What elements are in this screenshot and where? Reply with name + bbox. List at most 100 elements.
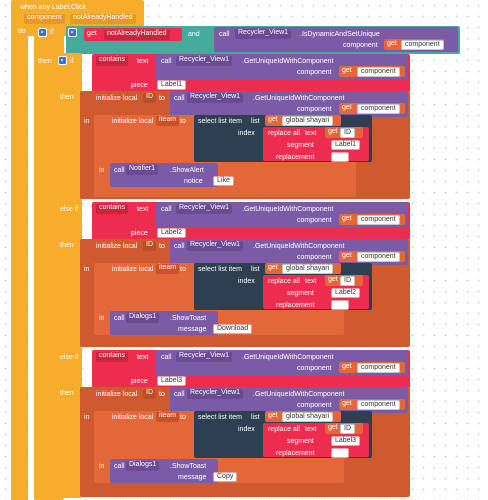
- global-shayari-dropdown-2[interactable]: global shayari: [282, 412, 334, 422]
- component-var-dropdown-0[interactable]: component: [357, 67, 400, 77]
- text-label-2: text: [137, 354, 149, 361]
- action-arg-label-2: message: [178, 474, 207, 481]
- init-local-label-1: initialize local: [96, 243, 138, 250]
- and-label: and: [188, 31, 200, 38]
- arg-component-label: component: [343, 42, 378, 49]
- contains-dropdown-1[interactable]: contains: [96, 204, 129, 214]
- piece-string-2[interactable]: Label3: [157, 376, 187, 386]
- list-label-0: list: [251, 118, 260, 125]
- segment-string-2[interactable]: Label3: [331, 436, 361, 446]
- contains-dropdown-2[interactable]: contains: [96, 352, 129, 362]
- segment-label-1: segment: [287, 290, 314, 297]
- id-var-dropdown-1[interactable]: ID: [340, 276, 355, 286]
- component2-var-dropdown-2[interactable]: component: [357, 400, 400, 410]
- id-name-field-0[interactable]: ID: [143, 93, 156, 103]
- get-label: get: [87, 30, 97, 37]
- action-value-string-0[interactable]: Like: [213, 176, 234, 186]
- action-component-dropdown-1[interactable]: Dialogs1: [126, 313, 160, 323]
- in2-label-0: in: [99, 167, 105, 174]
- call-label: call: [219, 31, 230, 38]
- component-var-dropdown-1[interactable]: component: [357, 215, 400, 225]
- get-label-f0: get: [328, 128, 338, 135]
- getunique2-method-2: .GetUniqueIdWithComponent: [253, 391, 345, 398]
- in-label-0: in: [84, 118, 90, 125]
- component-var-dropdown-2[interactable]: component: [357, 363, 400, 373]
- iteam-name-field-2[interactable]: iteam: [156, 412, 180, 422]
- id-name-field-1[interactable]: ID: [143, 241, 156, 251]
- component-dropdown-recycler[interactable]: Recycler_View1: [235, 29, 292, 39]
- var-component-dropdown[interactable]: component: [401, 40, 444, 50]
- replacement-label-2: replacement: [276, 450, 315, 457]
- action-arg-label-0: notice: [184, 178, 203, 185]
- iteam-name-field-1[interactable]: iteam: [156, 264, 180, 274]
- get-label-d0: get: [342, 104, 352, 111]
- event-block-body-bar: [11, 30, 28, 500]
- get-label-c1: get: [342, 215, 352, 222]
- component2-var-dropdown-0[interactable]: component: [357, 104, 400, 114]
- get-label-c0: get: [342, 67, 352, 74]
- global-shayari-dropdown-0[interactable]: global shayari: [282, 116, 334, 126]
- iteam-name-field-0[interactable]: iteam: [156, 116, 180, 126]
- to2-label-0: to: [180, 118, 186, 125]
- select-list-label-1: select list item: [198, 266, 242, 273]
- id-name-field-2[interactable]: ID: [143, 389, 156, 399]
- getunique2-method-0: .GetUniqueIdWithComponent: [253, 95, 345, 102]
- contains-dropdown-0[interactable]: contains: [96, 56, 129, 66]
- action-method-1: .ShowToast: [170, 315, 207, 322]
- action-component-dropdown-2[interactable]: Dialogs1: [126, 461, 160, 471]
- call2-label-0: call: [174, 95, 185, 102]
- action-component-dropdown-0[interactable]: Notifier1: [126, 165, 159, 175]
- replacement-string-1[interactable]: [331, 300, 349, 310]
- to-label-1: to: [159, 243, 165, 250]
- and-mutator-gear-icon[interactable]: [68, 28, 77, 37]
- var-notalreadyhandled-dropdown[interactable]: notAlreadyHandled: [104, 30, 170, 40]
- replace-all-label-1: replace all: [268, 278, 300, 285]
- event-title: when any Label.Click: [20, 4, 87, 11]
- action-arg-label-1: message: [178, 326, 207, 333]
- init-local-label-2: initialize local: [96, 391, 138, 398]
- recycler-dropdown-1[interactable]: Recycler_View1: [176, 204, 233, 214]
- replacement-string-0[interactable]: [331, 152, 349, 162]
- recycler-dropdown-0[interactable]: Recycler_View1: [176, 56, 233, 66]
- init-local2-label-1: initialize local: [112, 266, 154, 273]
- id-var-dropdown-2[interactable]: ID: [340, 424, 355, 434]
- call-label-2: call: [161, 354, 172, 361]
- index-label-0: index: [238, 130, 255, 137]
- replacement-string-2[interactable]: [331, 448, 349, 458]
- init-local2-label-0: initialize local: [112, 118, 154, 125]
- piece-label-1: piece: [131, 230, 148, 237]
- in-label-2: in: [84, 414, 90, 421]
- get-label-e1: get: [268, 264, 278, 271]
- component2-var-dropdown-1[interactable]: component: [357, 252, 400, 262]
- init-local-label-0: initialize local: [96, 95, 138, 102]
- recycler2-dropdown-0[interactable]: Recycler_View1: [187, 93, 244, 103]
- recycler-dropdown-2[interactable]: Recycler_View1: [176, 352, 233, 362]
- segment-string-1[interactable]: Label2: [331, 288, 361, 298]
- if-inner-mutator-gear-icon[interactable]: [58, 56, 67, 65]
- action-value-string-1[interactable]: Download: [213, 324, 253, 334]
- segment-string-0[interactable]: Label1: [331, 140, 361, 150]
- getunique-method-1: .GetUniqueIdWithComponent: [242, 206, 334, 213]
- if-mutator-gear-icon[interactable]: [38, 28, 47, 37]
- get-label-f1: get: [328, 276, 338, 283]
- id-var-dropdown-0[interactable]: ID: [340, 128, 355, 138]
- recycler2-dropdown-1[interactable]: Recycler_View1: [187, 241, 244, 251]
- global-shayari-dropdown-1[interactable]: global shayari: [282, 264, 334, 274]
- index-label-2: index: [238, 426, 255, 433]
- component-arg-label-0: component: [297, 69, 332, 76]
- list-label-1: list: [251, 266, 260, 273]
- piece-string-1[interactable]: Label2: [157, 228, 187, 238]
- to2-label-1: to: [180, 266, 186, 273]
- if-block-inner[interactable]: [56, 53, 82, 498]
- replacement-label-0: replacement: [276, 154, 315, 161]
- piece-string-0[interactable]: Label1: [157, 80, 187, 90]
- get-label-d1: get: [342, 252, 352, 259]
- recycler2-dropdown-2[interactable]: Recycler_View1: [187, 389, 244, 399]
- event-param-notalreadyhandled[interactable]: notAlreadyHandled: [70, 14, 136, 24]
- component-arg-label-2: component: [297, 365, 332, 372]
- action-value-string-2[interactable]: Copy: [213, 472, 238, 482]
- component-arg-label-1: component: [297, 217, 332, 224]
- component2-arg-label-0: component: [297, 106, 332, 113]
- init-local2-label-2: initialize local: [112, 414, 154, 421]
- event-param-component[interactable]: component: [24, 14, 65, 24]
